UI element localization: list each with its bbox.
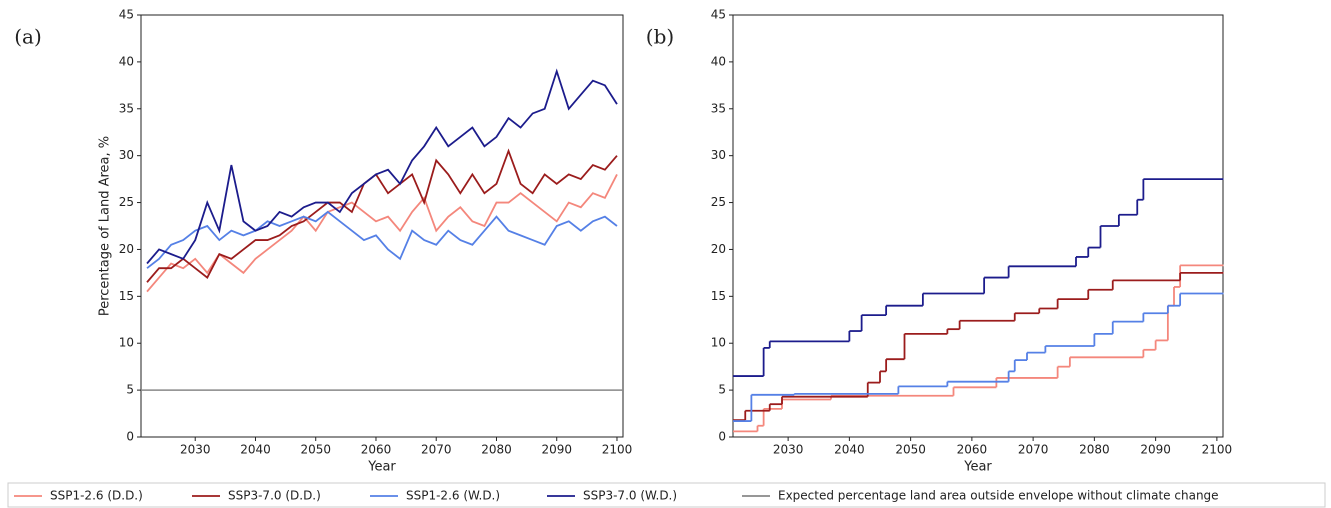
legend-box xyxy=(7,482,1326,508)
series-line xyxy=(146,210,618,269)
y-tick-label: 10 xyxy=(711,336,726,350)
plot-frame xyxy=(140,14,624,438)
x-tick-label: 2050 xyxy=(895,443,926,457)
y-tick-label: 30 xyxy=(119,148,134,162)
plot-frame xyxy=(732,14,1224,438)
x-tick-label: 2070 xyxy=(421,443,452,457)
x-axis-label: Year xyxy=(367,460,396,475)
y-axis-label: Percentage of Land Area, % xyxy=(98,136,113,316)
y-tick-label: 45 xyxy=(711,8,726,22)
panel-label: (b) xyxy=(646,25,674,49)
y-tick-label: 20 xyxy=(711,242,726,256)
series-line xyxy=(146,68,618,265)
y-tick-label: 40 xyxy=(711,54,726,68)
y-tick-label: 35 xyxy=(119,101,134,115)
y-tick-label: 25 xyxy=(119,195,134,209)
x-tick-label: 2060 xyxy=(361,443,392,457)
y-tick-label: 5 xyxy=(718,383,726,397)
y-tick-label: 5 xyxy=(126,383,134,397)
series-line xyxy=(146,174,618,293)
x-axis-label: Year xyxy=(963,460,992,475)
y-tick-label: 15 xyxy=(119,289,134,303)
x-tick-label: 2090 xyxy=(1140,443,1171,457)
legend-label: SSP1-2.6 (D.D.) xyxy=(50,489,143,503)
y-tick-label: 35 xyxy=(711,101,726,115)
x-tick-label: 2070 xyxy=(1018,443,1049,457)
x-tick-label: 2030 xyxy=(180,443,211,457)
legend-label: SSP3-7.0 (W.D.) xyxy=(583,489,677,503)
x-tick-label: 2040 xyxy=(834,443,865,457)
y-tick-label: 15 xyxy=(711,289,726,303)
y-tick-label: 30 xyxy=(711,148,726,162)
x-tick-label: 2040 xyxy=(240,443,271,457)
y-tick-label: 20 xyxy=(119,242,134,256)
panel-label: (a) xyxy=(14,25,42,49)
x-tick-label: 2080 xyxy=(1079,443,1110,457)
x-tick-label: 2100 xyxy=(1202,443,1233,457)
legend-label: SSP1-2.6 (W.D.) xyxy=(406,489,500,503)
x-tick-label: 2050 xyxy=(300,443,331,457)
y-tick-label: 25 xyxy=(711,195,726,209)
x-tick-label: 2090 xyxy=(541,443,572,457)
y-tick-label: 40 xyxy=(119,54,134,68)
y-tick-label: 10 xyxy=(119,336,134,350)
x-tick-label: 2100 xyxy=(602,443,633,457)
x-tick-label: 2080 xyxy=(481,443,512,457)
y-tick-label: 0 xyxy=(718,430,726,444)
y-tick-label: 0 xyxy=(126,430,134,444)
series-line xyxy=(146,148,618,283)
legend-label: Expected percentage land area outside en… xyxy=(778,489,1219,503)
x-tick-label: 2030 xyxy=(773,443,804,457)
legend-label: SSP3-7.0 (D.D.) xyxy=(228,489,321,503)
y-tick-label: 45 xyxy=(119,8,134,22)
x-tick-label: 2060 xyxy=(957,443,988,457)
